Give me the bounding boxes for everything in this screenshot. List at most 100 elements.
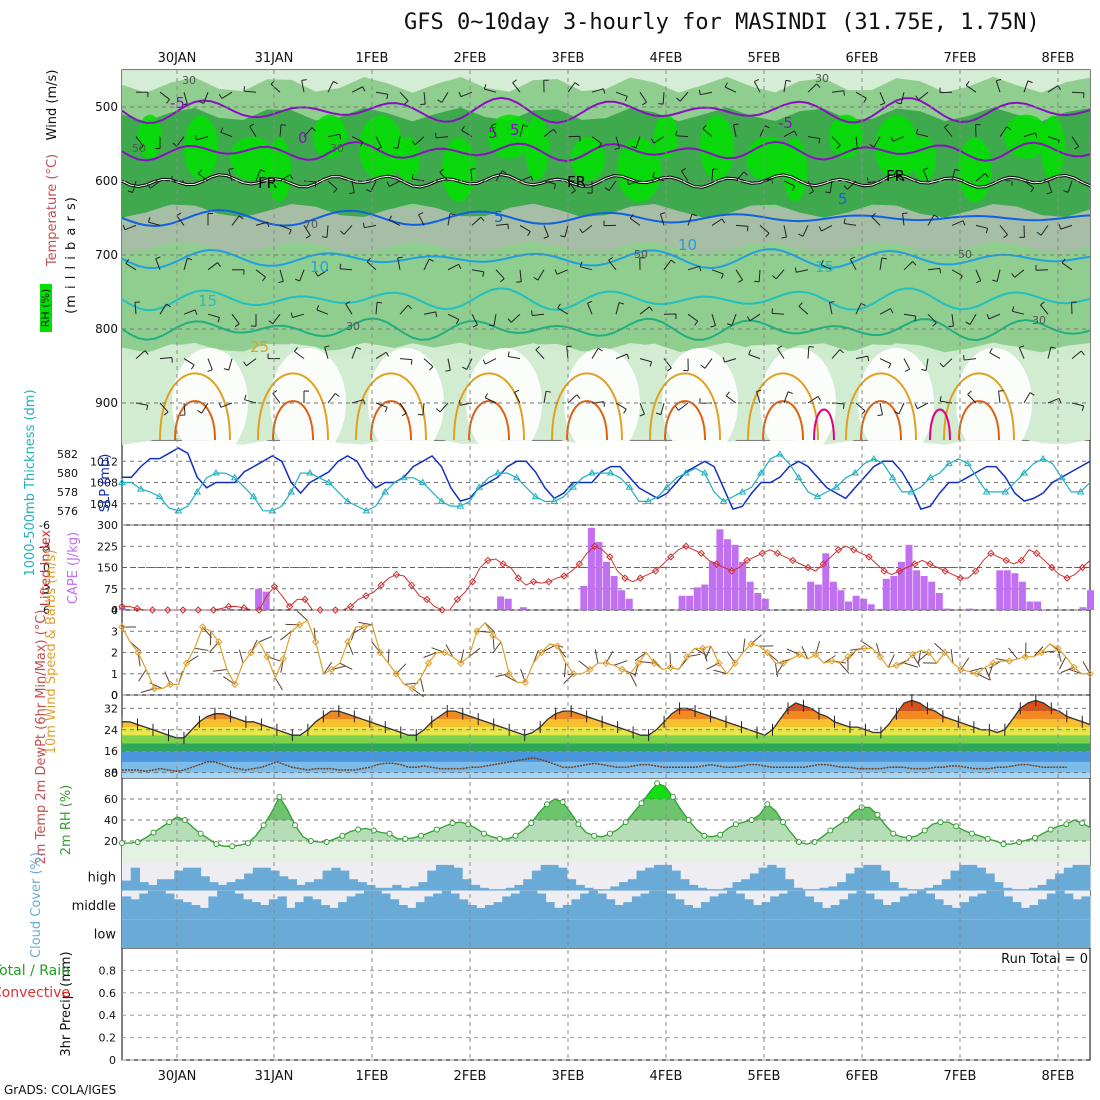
cape-bar — [761, 598, 769, 610]
wind-barb-flag — [626, 353, 630, 359]
thickness-marker — [287, 487, 296, 495]
lifted-marker — [636, 574, 645, 582]
cloud-cell — [1012, 902, 1022, 920]
cloud-cell — [244, 873, 254, 891]
rh-cell — [700, 115, 734, 180]
cloud-cell — [1055, 919, 1065, 948]
cloud-cell — [441, 890, 451, 920]
cloud-cell — [727, 919, 737, 948]
wind-barb — [898, 402, 905, 415]
cloud-cell — [778, 893, 789, 920]
temp-contour-25 — [159, 372, 231, 441]
wind-barb — [783, 180, 796, 187]
wind-barb-flag — [461, 125, 465, 131]
temp-contour-10 — [121, 248, 1091, 270]
thickness-tick-label: 578 — [57, 486, 78, 499]
thickness-marker — [700, 469, 709, 476]
cape-bar — [1079, 607, 1087, 610]
wind-barb — [447, 263, 459, 271]
cloud-cell — [147, 890, 158, 920]
wind-barb-flag — [710, 325, 716, 328]
precip-tick-label: 0.2 — [99, 1032, 117, 1045]
rh-marker — [654, 780, 661, 787]
wind-barb-flag — [579, 261, 583, 267]
wind-barb-flag — [781, 236, 787, 239]
wind-barb — [943, 358, 953, 368]
wind-barb-flag — [738, 279, 743, 283]
thickness-marker — [963, 459, 972, 467]
cloud-cell — [329, 919, 339, 948]
cloud-cell — [597, 919, 607, 948]
wind-barb-flag — [559, 235, 566, 238]
thickness-marker — [475, 483, 484, 490]
wind-barb-flag — [429, 258, 434, 262]
wind-barb-flag — [720, 273, 724, 279]
cloud-cell — [554, 919, 564, 948]
wind-marker — [650, 659, 659, 667]
cape-bar — [966, 608, 973, 610]
wind-barb — [663, 259, 672, 271]
thickness-marker — [794, 473, 803, 481]
chart-title: GFS 0~10day 3-hourly for MASINDI (31.75E… — [404, 10, 1040, 35]
cape-bar — [739, 561, 747, 610]
rh-marker — [795, 839, 802, 846]
wind-barb — [711, 314, 716, 326]
wind-barb — [564, 225, 569, 238]
lifted-marker — [179, 606, 187, 614]
wind-barb — [351, 347, 357, 359]
rh-marker — [732, 821, 739, 828]
wind-barb-flag — [756, 389, 762, 393]
wind-barb — [231, 313, 240, 325]
wind-barb-flag — [1011, 306, 1015, 312]
lifted-marker — [545, 577, 553, 586]
wind-barb-flag — [243, 86, 246, 92]
wind-barb — [495, 170, 503, 182]
wind-barb-flag — [798, 302, 803, 307]
wind-barb-flag — [587, 300, 593, 304]
wind-barb — [798, 305, 809, 315]
cloud-cell — [558, 867, 568, 891]
wind-barb-flag — [915, 95, 920, 101]
cloud-cell — [209, 882, 219, 891]
lifted-marker — [1002, 556, 1010, 565]
rh-contour-label: 30 — [1032, 314, 1046, 327]
wind-barb-flag — [618, 302, 625, 305]
wind-barb — [807, 83, 817, 93]
date-label-top: 7FEB — [944, 51, 977, 66]
cloud-cell — [156, 879, 167, 891]
wind-barb-flag — [217, 317, 221, 323]
wind-barb-flag — [816, 83, 821, 88]
wind-barb — [388, 219, 401, 226]
temperature-contour-label: 25 — [250, 338, 269, 356]
rh-contour-label: 50 — [132, 142, 146, 155]
wind-barb-flag — [992, 279, 998, 282]
cloud-cell — [941, 879, 951, 891]
cloud-cell — [1046, 919, 1056, 948]
lifted-marker — [819, 560, 827, 568]
wind-barb-flag — [818, 226, 822, 232]
temp-contour-35 — [813, 408, 835, 441]
wind-barb-flag — [339, 263, 342, 269]
wind-barb-flag — [631, 145, 637, 149]
lifted-marker — [225, 602, 233, 611]
wind-barb-flag — [877, 414, 883, 417]
cloud-cell — [822, 919, 832, 948]
wind-barb — [663, 358, 672, 369]
wind-barb — [495, 269, 505, 279]
temp-tick-label: 24 — [104, 724, 118, 737]
cloud-cell — [427, 870, 437, 891]
cloud-cell — [493, 919, 503, 948]
wind-barb-flag — [557, 303, 561, 309]
cape-bar — [1034, 601, 1042, 610]
cloud-cell — [1072, 899, 1082, 920]
wind-barb — [660, 402, 665, 415]
precip-axis-label: 3hr Precip (mm) — [59, 951, 74, 1056]
wind-barb — [198, 173, 209, 182]
wind-barb — [967, 394, 977, 404]
wind-barb-flag — [649, 306, 653, 312]
thickness-marker — [456, 502, 465, 509]
wind-barb — [964, 358, 977, 361]
wind-barb-flag — [624, 96, 628, 102]
wind-barb — [327, 180, 338, 190]
lifted-marker — [270, 582, 279, 591]
